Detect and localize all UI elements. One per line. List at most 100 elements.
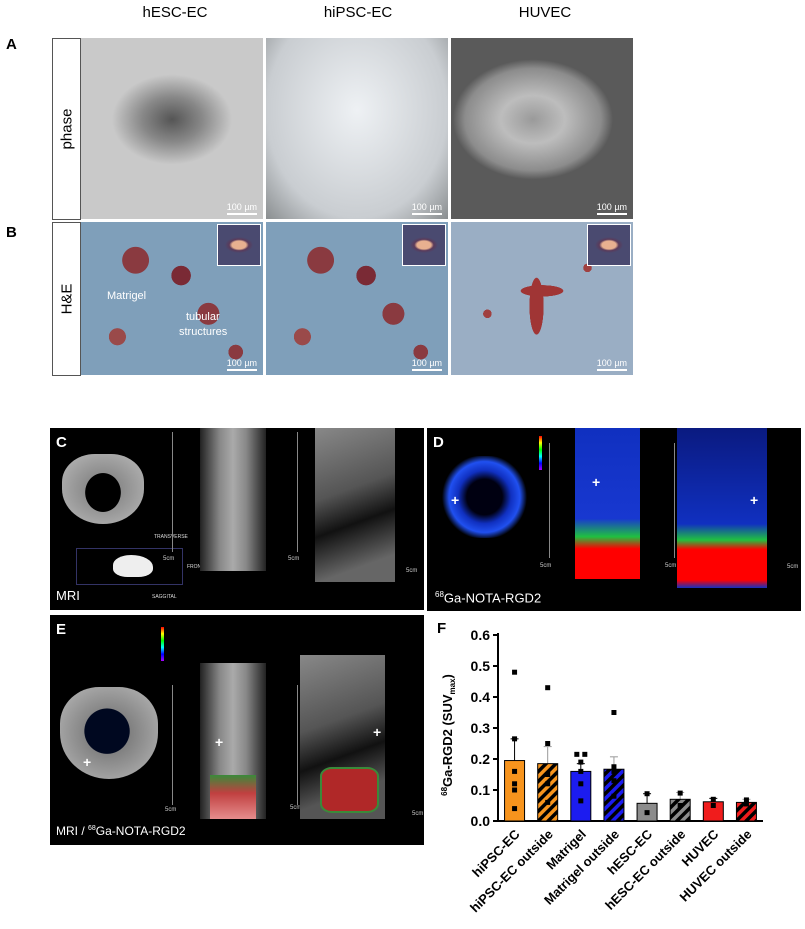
scale-bar: 100 µm — [411, 202, 442, 215]
y-tick-label: 0.3 — [471, 720, 491, 736]
scale-line — [297, 685, 298, 805]
data-point — [644, 791, 650, 797]
row-label-phase: phase — [52, 38, 81, 220]
fused-sagittal-image — [300, 655, 385, 819]
column-header-huvec: HUVEC — [518, 4, 572, 21]
scale-label: 5cm — [163, 556, 175, 562]
scale-bar: 100 µm — [226, 358, 257, 371]
inset-image — [587, 224, 631, 266]
data-point — [578, 768, 584, 774]
uptake-region — [210, 775, 256, 820]
mouse-diagram — [76, 548, 183, 585]
scale-label: 5cm — [165, 807, 177, 813]
mri-transverse-image — [62, 454, 144, 524]
data-point — [512, 768, 518, 774]
scale-bar: 100 µm — [596, 202, 627, 215]
data-point — [677, 790, 683, 796]
inset-image — [217, 224, 261, 266]
data-point — [512, 669, 518, 675]
scale-line — [297, 432, 298, 552]
cross-marker: + — [451, 492, 460, 508]
y-tick-label: 0.6 — [471, 627, 491, 643]
panel-c-mri: C TRANSVERSE FRONTAL SAGGITAL MRI 5cm 5c… — [50, 428, 424, 610]
data-point — [578, 781, 584, 787]
row-label-he: H&E — [52, 222, 81, 376]
scale-label: 5cm — [288, 556, 300, 562]
panel-label-c: C — [56, 434, 67, 451]
y-tick-label: 0.1 — [471, 782, 491, 798]
data-point — [545, 799, 551, 805]
pet-transverse-image — [442, 456, 527, 538]
bar-hatch — [736, 802, 757, 821]
data-point — [578, 798, 584, 804]
mri-frontal-image — [200, 428, 266, 571]
data-point — [574, 751, 580, 757]
panel-label-a: A — [6, 36, 17, 53]
panel-label-f: F — [437, 620, 447, 637]
data-point — [545, 741, 551, 746]
data-point — [512, 736, 518, 742]
data-point — [578, 759, 584, 765]
column-header-hesc: hESC-EC — [142, 4, 208, 21]
caption-mri: MRI — [56, 588, 80, 603]
bar-hatch — [537, 763, 558, 821]
data-point — [710, 803, 716, 808]
fused-frontal-image — [200, 663, 266, 820]
scale-label: 5cm — [540, 563, 552, 569]
scale-label: 5cm — [787, 564, 799, 570]
cross-marker: + — [215, 734, 224, 750]
bar — [570, 770, 592, 822]
scale-bar: 100 µm — [411, 358, 442, 371]
plane-frontal: FRONTAL — [187, 564, 210, 570]
phase-image-hipsc: 100 µm — [266, 38, 448, 219]
row-label-text: H&E — [58, 283, 75, 315]
panel-label-b: B — [6, 224, 17, 241]
y-tick-label: 0.0 — [471, 813, 491, 829]
scale-label: 5cm — [665, 563, 677, 569]
y-axis-label: 68Ga-RGD2 (SUVmax) — [440, 674, 457, 796]
inset-image — [402, 224, 446, 266]
data-point — [743, 801, 749, 807]
data-point — [644, 810, 650, 816]
uptake-region — [320, 767, 379, 813]
data-point — [545, 781, 551, 787]
cross-marker: + — [750, 492, 759, 508]
column-header-hipsc: hiPSC-EC — [323, 4, 393, 21]
cross-marker: + — [373, 724, 382, 740]
scale-line — [172, 685, 173, 805]
mri-sagittal-image — [315, 428, 395, 582]
data-point — [611, 710, 617, 715]
annotation-tubular: tubular — [186, 311, 220, 323]
annotation-structures: structures — [179, 326, 228, 338]
plane-sagittal: SAGGITAL — [152, 594, 177, 600]
data-point — [710, 796, 716, 802]
phase-image-huvec: 100 µm — [451, 38, 633, 219]
panel-d-pet: D + 5cm + 5cm + 5cm 68Ga-NOTA-RGD2 — [427, 428, 801, 611]
annotation-matrigel: Matrigel — [107, 290, 147, 302]
scale-label: 5cm — [412, 811, 424, 817]
data-point — [611, 793, 617, 799]
bar-hatch — [670, 799, 691, 821]
y-tick-label: 0.5 — [471, 658, 491, 674]
scale-bar: 100 µm — [596, 358, 627, 371]
bar-chart: 68Ga-RGD2 (SUVmax) 0.0 0.1 0.2 0.3 0.4 0.5 0.6… — [440, 627, 763, 915]
phase-image-hesc: 100 µm — [81, 38, 263, 219]
caption-fused: MRI / 68Ga-NOTA-RGD2 — [56, 824, 186, 838]
scale-label: 5cm — [406, 568, 418, 574]
color-scale-bar — [161, 627, 164, 661]
cross-marker: + — [83, 754, 92, 770]
data-point — [512, 806, 518, 812]
data-point — [611, 764, 617, 770]
panel-label-e: E — [56, 621, 67, 638]
y-tick-label: 0.2 — [471, 751, 491, 767]
panel-e-caption-strip: MRI / 68Ga-NOTA-RGD2 — [50, 819, 424, 845]
row-label-text: phase — [58, 108, 75, 150]
he-image-hipsc: 100 µm — [266, 222, 448, 375]
color-scale-bar — [539, 436, 542, 470]
data-point — [512, 787, 518, 793]
caption-pet: 68Ga-NOTA-RGD2 — [435, 590, 542, 606]
he-image-huvec: 100 µm — [451, 222, 633, 375]
fused-transverse-image — [60, 687, 158, 779]
pet-frontal-image — [575, 428, 640, 579]
